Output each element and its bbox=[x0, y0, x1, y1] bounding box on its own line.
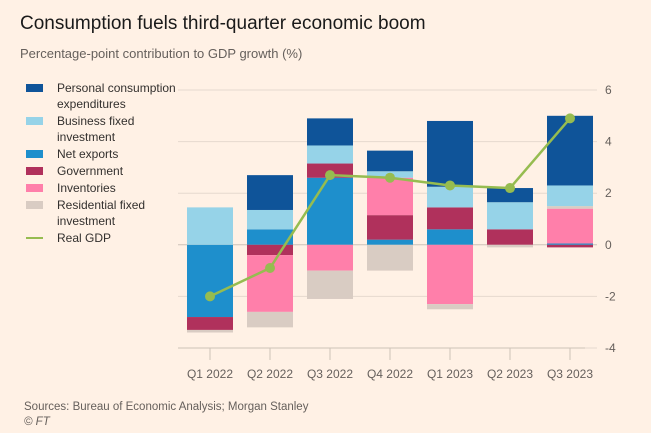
bar-segment-bfi bbox=[427, 186, 473, 208]
footer: Sources: Bureau of Economic Analysis; Mo… bbox=[24, 400, 308, 430]
bar-segment-government bbox=[367, 215, 413, 240]
y-tick-label: 2 bbox=[605, 186, 612, 200]
legend-item-bfi: Business fixed investment bbox=[26, 113, 186, 145]
y-tick-label: 4 bbox=[605, 135, 612, 149]
bar-segment-bfi bbox=[187, 207, 233, 245]
real-gdp-point bbox=[445, 180, 455, 191]
bar-segment-residential bbox=[427, 304, 473, 310]
bar-segment-government bbox=[247, 244, 293, 256]
y-tick-label: -2 bbox=[605, 289, 616, 303]
real-gdp-point bbox=[505, 183, 515, 194]
x-tick-label: Q1 2022 bbox=[187, 367, 233, 381]
bar-segment-net-exports bbox=[307, 177, 353, 245]
x-tick-label: Q3 2023 bbox=[547, 367, 593, 381]
legend-swatch-real-gdp bbox=[26, 237, 43, 239]
bar-stack bbox=[547, 115, 593, 248]
legend-swatch-pce bbox=[26, 84, 43, 92]
bar-segment-residential bbox=[307, 270, 353, 299]
bar-segment-net-exports bbox=[247, 229, 293, 245]
x-tick-label: Q1 2023 bbox=[427, 367, 473, 381]
bar-segment-net-exports bbox=[427, 229, 473, 245]
legend-label: Government bbox=[57, 164, 124, 178]
bar-segment-pce bbox=[427, 120, 473, 187]
real-gdp-point bbox=[385, 172, 395, 183]
bar-stack bbox=[367, 150, 413, 271]
y-tick-label: 0 bbox=[605, 238, 612, 252]
bar-stack bbox=[487, 188, 533, 248]
legend-label: Residential fixed investment bbox=[57, 198, 146, 228]
legend-label: Personal consumption expenditures bbox=[57, 81, 176, 111]
legend-swatch-residential bbox=[26, 201, 43, 209]
legend-item-residential: Residential fixed investment bbox=[26, 197, 186, 229]
legend-swatch-inventories bbox=[26, 184, 43, 192]
legend-swatch-net-exports bbox=[26, 150, 43, 158]
bar-segment-government bbox=[487, 229, 533, 245]
legend-item-inventories: Inventories bbox=[26, 180, 186, 196]
real-gdp-line bbox=[205, 113, 575, 302]
bars bbox=[187, 115, 593, 333]
bar-segment-residential bbox=[187, 329, 233, 333]
legend-item-pce: Personal consumption expenditures bbox=[26, 80, 186, 112]
bar-segment-inventories bbox=[367, 177, 413, 216]
bar-stack bbox=[247, 175, 293, 328]
bar-segment-pce bbox=[487, 188, 533, 203]
real-gdp-point bbox=[265, 263, 275, 274]
real-gdp-point bbox=[205, 291, 215, 302]
bar-segment-pce bbox=[307, 118, 353, 146]
bar-segment-bfi bbox=[547, 185, 593, 207]
x-tick-label: Q3 2022 bbox=[307, 367, 353, 381]
y-tick-label: -4 bbox=[605, 341, 616, 355]
legend-item-real-gdp: Real GDP bbox=[26, 230, 186, 246]
x-tick-label: Q4 2022 bbox=[367, 367, 413, 381]
sources-note: Sources: Bureau of Economic Analysis; Mo… bbox=[24, 401, 309, 413]
legend-item-government: Government bbox=[26, 163, 186, 179]
bar-segment-net-exports bbox=[547, 243, 593, 245]
bar-segment-residential bbox=[547, 206, 593, 209]
bar-stack bbox=[187, 207, 233, 333]
x-tick-label: Q2 2022 bbox=[247, 367, 293, 381]
bar-segment-bfi bbox=[487, 202, 533, 230]
y-tick-label: 6 bbox=[605, 83, 612, 97]
bar-segment-residential bbox=[487, 244, 533, 248]
bar-segment-net-exports bbox=[187, 244, 233, 318]
legend-swatch-bfi bbox=[26, 117, 43, 125]
bar-segment-net-exports bbox=[367, 239, 413, 245]
bar-segment-pce bbox=[547, 115, 593, 186]
bar-segment-inventories bbox=[547, 208, 593, 244]
bar-segment-residential bbox=[367, 244, 413, 271]
bar-segment-government bbox=[187, 317, 233, 330]
legend-label: Inventories bbox=[57, 181, 116, 195]
x-axis: Q1 2022 Q2 2022 Q3 2022 Q4 2022 Q1 2023 Q2 20… bbox=[178, 347, 593, 381]
bar-segment-pce bbox=[367, 150, 413, 172]
bar-segment-residential bbox=[247, 311, 293, 328]
legend-swatch-government bbox=[26, 167, 43, 175]
bar-stack bbox=[307, 118, 353, 299]
copyright: © FT bbox=[24, 416, 50, 428]
bar-segment-bfi bbox=[247, 209, 293, 230]
legend-label: Net exports bbox=[57, 147, 119, 161]
chart-title: Consumption fuels third-quarter economic… bbox=[20, 13, 426, 34]
real-gdp-point bbox=[565, 113, 575, 124]
bar-segment-pce bbox=[247, 175, 293, 210]
bar-segment-bfi bbox=[307, 145, 353, 164]
x-tick-label: Q2 2023 bbox=[487, 367, 533, 381]
bar-segment-inventories bbox=[427, 244, 473, 305]
real-gdp-point bbox=[325, 170, 335, 181]
legend-label: Real GDP bbox=[57, 231, 112, 245]
legend-label: Business fixed investment bbox=[57, 114, 135, 144]
legend: Personal consumption expenditures Busine… bbox=[26, 80, 186, 247]
bar-stack bbox=[427, 120, 473, 310]
y-axis: 6 4 2 0 -2 -4 bbox=[605, 83, 616, 355]
bar-segment-government bbox=[547, 244, 593, 248]
bar-segment-government bbox=[427, 207, 473, 230]
bar-segment-inventories bbox=[307, 244, 353, 271]
chart-subtitle: Percentage-point contribution to GDP gro… bbox=[20, 46, 303, 61]
legend-item-net-exports: Net exports bbox=[26, 146, 186, 162]
